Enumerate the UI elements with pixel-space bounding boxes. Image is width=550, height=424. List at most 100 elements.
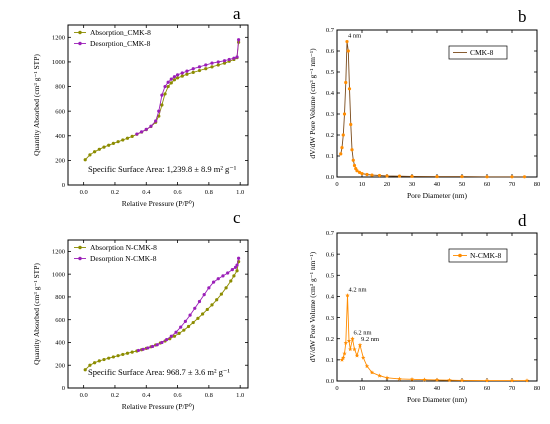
x-tick-label: 70 bbox=[509, 385, 516, 392]
data-point bbox=[107, 356, 111, 360]
data-point bbox=[341, 355, 346, 360]
y-axis-title: Quantity Absorbed (cm³ g⁻¹ STP) bbox=[32, 263, 41, 365]
y-tick-label: 0.4 bbox=[326, 90, 335, 97]
legend-label: Absorption_CMK-8 bbox=[90, 28, 151, 37]
data-point bbox=[150, 344, 155, 349]
legend-marker bbox=[78, 256, 82, 261]
data-point bbox=[237, 256, 241, 260]
data-point bbox=[186, 324, 191, 329]
plot-frame bbox=[67, 24, 249, 186]
x-tick-label: 0.2 bbox=[111, 189, 119, 196]
data-point bbox=[364, 363, 370, 369]
peak-label: 4.2 nm bbox=[349, 286, 367, 293]
data-point bbox=[346, 49, 350, 53]
data-point bbox=[484, 378, 490, 383]
data-point bbox=[185, 72, 189, 76]
data-point bbox=[175, 73, 180, 77]
data-point bbox=[447, 377, 452, 382]
y-tick-label: 0.4 bbox=[326, 294, 335, 301]
data-point bbox=[191, 67, 195, 71]
data-point bbox=[193, 306, 197, 310]
x-tick-label: 0.0 bbox=[80, 189, 88, 196]
x-tick-label: 0.8 bbox=[205, 189, 213, 196]
data-point bbox=[102, 357, 106, 362]
data-point bbox=[154, 119, 158, 123]
data-point bbox=[230, 268, 234, 272]
data-point bbox=[204, 63, 208, 67]
data-point bbox=[116, 354, 120, 358]
data-point bbox=[166, 80, 170, 84]
series-line-1 bbox=[136, 39, 240, 135]
y-tick-label: 0.5 bbox=[326, 69, 334, 76]
data-point bbox=[202, 293, 206, 297]
legend-label: Desorption N-CMK-8 bbox=[90, 254, 157, 263]
x-tick-label: 0.2 bbox=[111, 392, 119, 399]
data-point bbox=[435, 174, 439, 179]
x-tick-label: 50 bbox=[459, 385, 466, 392]
data-point bbox=[354, 353, 360, 358]
data-point bbox=[111, 141, 115, 145]
data-point bbox=[185, 69, 189, 73]
data-point bbox=[121, 352, 125, 357]
data-point bbox=[349, 122, 353, 127]
data-point bbox=[130, 350, 134, 354]
data-point bbox=[157, 114, 161, 118]
data-point bbox=[141, 347, 145, 351]
y-tick-label: 400 bbox=[55, 133, 65, 140]
x-tick-label: 60 bbox=[484, 181, 491, 188]
data-point bbox=[210, 65, 214, 69]
data-point bbox=[369, 370, 375, 375]
data-point bbox=[215, 298, 219, 302]
legend-marker bbox=[78, 41, 82, 46]
x-axis-title: Pore Diameter (nm) bbox=[407, 395, 467, 404]
y-tick-label: 0.3 bbox=[326, 315, 334, 322]
peak-label: 4 nm bbox=[348, 33, 361, 40]
data-point bbox=[135, 132, 139, 136]
y-axis-title: dV/dW Pore Volume (cm³ g⁻¹ nm⁻¹) bbox=[308, 251, 317, 362]
x-tick-label: 60 bbox=[484, 385, 491, 392]
data-point bbox=[169, 77, 173, 81]
data-point bbox=[377, 373, 382, 378]
data-point bbox=[348, 347, 353, 352]
data-point bbox=[350, 148, 354, 152]
data-point bbox=[180, 74, 184, 78]
x-tick-label: 40 bbox=[434, 385, 441, 392]
data-point bbox=[232, 56, 236, 60]
data-point bbox=[510, 175, 514, 179]
data-point bbox=[237, 38, 241, 42]
x-tick-label: 0 bbox=[335, 385, 338, 392]
data-point bbox=[216, 277, 220, 281]
y-tick-label: 800 bbox=[55, 84, 65, 91]
x-tick-label: 0 bbox=[335, 181, 338, 188]
x-tick-label: 10 bbox=[359, 181, 366, 188]
y-tick-label: 0.1 bbox=[326, 153, 334, 160]
y-tick-label: 0.3 bbox=[326, 111, 334, 118]
data-point bbox=[188, 313, 192, 317]
data-point bbox=[350, 336, 355, 341]
series-line-0 bbox=[84, 42, 240, 161]
data-point bbox=[179, 325, 183, 329]
series-line-0 bbox=[340, 41, 525, 178]
data-point bbox=[343, 340, 348, 345]
data-point bbox=[130, 134, 134, 138]
x-axis-title: Pore Diameter (nm) bbox=[407, 191, 467, 200]
y-tick-label: 0.5 bbox=[326, 272, 334, 279]
y-tick-label: 1200 bbox=[52, 249, 65, 256]
x-tick-label: 40 bbox=[434, 181, 441, 188]
data-point bbox=[166, 84, 170, 89]
data-point bbox=[226, 271, 230, 275]
data-point bbox=[149, 124, 153, 128]
data-point bbox=[345, 293, 350, 298]
data-point bbox=[144, 127, 148, 131]
data-point bbox=[160, 103, 164, 107]
data-point bbox=[385, 174, 389, 178]
data-point bbox=[347, 87, 352, 91]
data-point bbox=[360, 172, 364, 176]
data-point bbox=[422, 377, 427, 382]
panel-letter: d bbox=[518, 211, 527, 230]
y-tick-label: 0.2 bbox=[326, 336, 334, 343]
data-point bbox=[222, 59, 227, 63]
legend-label: Desorption_CMK-8 bbox=[90, 39, 151, 48]
data-point bbox=[365, 172, 369, 177]
data-point bbox=[357, 342, 363, 347]
